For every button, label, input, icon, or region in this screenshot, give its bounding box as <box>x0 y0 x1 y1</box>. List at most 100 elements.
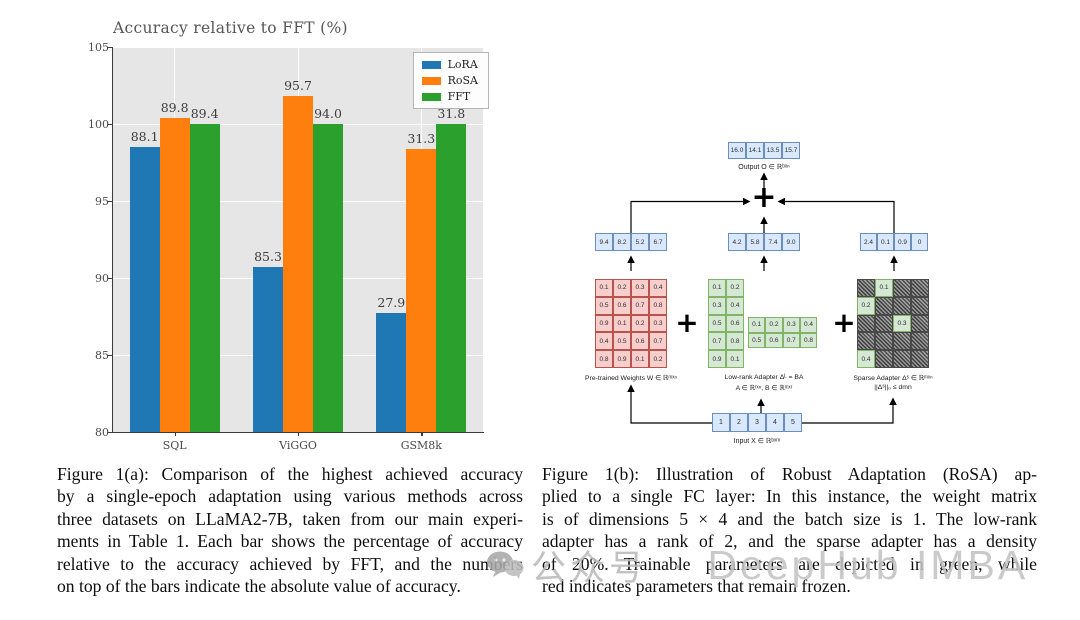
caption-line: adapter has a rank of 2, and the sparse … <box>542 531 1037 552</box>
y-tick-mark <box>108 201 112 203</box>
pretrained-weights-cell: 0.1 <box>631 350 649 368</box>
pretrained-weights-cell: 0.8 <box>649 296 667 315</box>
bar-rosa-viggo <box>283 96 313 432</box>
y-tick-mark <box>108 278 112 280</box>
caption-line: Figure 1(a): Comparison of the highest a… <box>57 464 523 484</box>
x-tick-label: SQL <box>162 439 187 452</box>
caption-line: three datasets on LLaMA2-7B, taken from … <box>57 508 523 529</box>
lowrank-a-cell: 0.5 <box>748 332 766 349</box>
pretrained-weights-cell: 0.8 <box>595 350 613 368</box>
wechat-icon <box>487 551 524 579</box>
sparse-adapter-cell: 0.3 <box>893 314 911 333</box>
legend-swatch <box>421 76 441 85</box>
lowrank-b-cell: 0.7 <box>708 332 726 351</box>
x-axis-spine <box>112 431 484 433</box>
bar-lora-gsm8k <box>376 313 407 432</box>
lowrank-branch-vector-cell: 4.2 <box>728 233 746 251</box>
y-axis-spine <box>112 47 114 433</box>
bar-lora-sql <box>129 147 160 432</box>
pretrained-branch-vector-cell: 8.2 <box>613 233 631 251</box>
caption-line: red indicates parameters that remain fro… <box>542 576 851 597</box>
legend-item: LoRA <box>421 58 478 71</box>
lowrank-a-cell: 0.6 <box>765 332 783 349</box>
sparse-adapter-frozen-cell <box>857 279 875 297</box>
bar-fft-gsm8k <box>436 124 467 432</box>
bar-lora-viggo <box>253 267 283 432</box>
sparse-adapter-frozen-cell <box>875 332 893 351</box>
legend-label: RoSA <box>447 74 478 87</box>
sparse-adapter-frozen-cell <box>893 332 911 351</box>
bar-value-label: 27.9 <box>377 295 406 311</box>
sparse-branch-vector-cell: 2.4 <box>860 233 877 251</box>
sparse-adapter-frozen-cell <box>911 350 929 368</box>
chart-legend: LoRA RoSA FFT <box>412 52 489 109</box>
sparse-adapter-frozen-cell <box>875 296 893 315</box>
lowrank-a-cell: 0.2 <box>765 317 783 333</box>
pretrained-weights-cell: 0.7 <box>631 296 649 315</box>
bar-value-label: 94.0 <box>314 106 342 121</box>
sparse-adapter-frozen-cell <box>911 314 929 333</box>
y-tick-label: 90 <box>95 271 109 285</box>
lowrank-dims-label: A ∈ ℝʳˣⁿ, B ∈ ℝᵐˣʳ <box>735 384 793 392</box>
diagram-connectors <box>627 172 898 424</box>
sparse-branch-vector-cell: 0 <box>911 233 928 251</box>
y-tick-mark <box>108 355 112 357</box>
sparse-adapter-cell: 0.4 <box>857 350 875 368</box>
input-vector-cell: 2 <box>730 413 748 432</box>
bar-rosa-sql <box>159 117 190 432</box>
sparse-adapter-frozen-cell <box>893 279 911 297</box>
sparse-norm-label: ||Δˢ||₀ ≤ dmn <box>874 383 912 391</box>
caption-line: by a single-epoch adaptation using vario… <box>57 486 523 507</box>
lowrank-branch-vector-cell: 9.0 <box>782 233 800 251</box>
sparse-adapter-frozen-cell <box>875 314 893 333</box>
x-tick-label: GSM8k <box>400 439 442 452</box>
x-tick-mark <box>421 432 423 436</box>
x-tick-mark <box>298 432 300 436</box>
input-vector-cell: 5 <box>784 413 802 432</box>
pretrained-weights-cell: 0.9 <box>595 314 613 333</box>
caption-line: of 20%. Trainable parameters are depicte… <box>542 553 1037 574</box>
legend-item: RoSA <box>421 74 478 87</box>
bar-value-label: 31.3 <box>407 130 436 146</box>
legend-swatch <box>421 60 441 69</box>
figure-1a-chart: Accuracy relative to FFT (%) 88.1 89.8 89.… <box>70 16 502 462</box>
pretrained-weights-label: Pre-trained Weights W ∈ ℝᵐˣⁿ <box>585 375 677 382</box>
caption-line: relative to the accuracy achieved by FFT… <box>57 553 523 574</box>
x-tick-label: ViGGO <box>279 439 317 452</box>
lowrank-b-cell: 0.9 <box>708 350 726 368</box>
sparse-adapter-frozen-cell <box>911 332 929 351</box>
pretrained-weights-cell: 0.2 <box>631 314 649 333</box>
pretrained-weights-cell: 0.3 <box>649 314 667 333</box>
pretrained-weights-cell: 0.6 <box>631 332 649 351</box>
lowrank-a-cell: 0.1 <box>748 317 766 333</box>
sparse-branch-vector-cell: 0.9 <box>894 233 911 251</box>
pretrained-weights-cell: 0.4 <box>595 332 613 351</box>
pretrained-weights-cell: 0.6 <box>613 296 631 315</box>
chart-plot-area: 88.1 89.8 89.4 85.3 95.7 94.0 27.9 31.3 31.8 LoRA… <box>112 46 489 433</box>
lowrank-b-cell: 0.4 <box>726 296 744 315</box>
lowrank-b-cell: 0.2 <box>726 279 744 297</box>
lowrank-b-cell: 0.8 <box>726 332 744 351</box>
bar-value-label: 31.8 <box>437 106 466 121</box>
sum-plus-symbol: + <box>751 180 777 216</box>
figure-1b-diagram: 16.0 14.1 13.5 15.7 Output O ∈ ℝᵇˣⁿ +9.4 8.2 5.… <box>560 108 1042 458</box>
bar-value-label: 89.8 <box>160 99 189 115</box>
sparse-adapter-cell: 0.1 <box>875 279 893 297</box>
chart-title: Accuracy relative to FFT (%) <box>113 19 348 37</box>
bar-value-label: 88.1 <box>130 129 159 145</box>
sparse-adapter-frozen-cell <box>911 279 929 297</box>
sparse-adapter-frozen-cell <box>857 332 875 351</box>
y-tick-mark <box>108 124 112 126</box>
sparse-adapter-frozen-cell <box>875 350 893 368</box>
legend-item: FFT <box>421 90 478 103</box>
y-tick-label: 80 <box>95 425 109 439</box>
sparse-adapter-frozen-cell <box>893 350 911 368</box>
x-tick-mark <box>174 432 176 436</box>
sparse-adapter-frozen-cell <box>893 296 911 315</box>
y-tick-label: 85 <box>95 348 109 362</box>
caption-line: is of dimensions 5 × 4 and the batch siz… <box>542 508 1037 529</box>
watermark-en-text: DeepHub IMBA <box>707 542 1029 588</box>
sparse-branch-vector-cell: 0.1 <box>877 233 894 251</box>
input-vector-cell: 1 <box>712 413 730 432</box>
pretrained-weights-cell: 0.2 <box>613 279 631 297</box>
